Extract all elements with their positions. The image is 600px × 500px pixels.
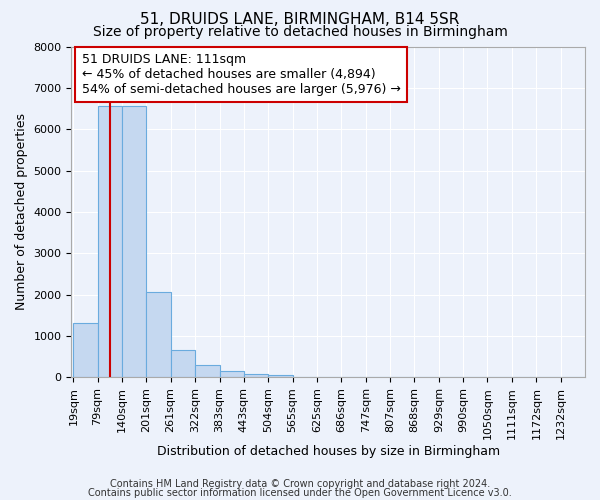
Bar: [146, 292, 170, 377]
Text: Size of property relative to detached houses in Birmingham: Size of property relative to detached ho…: [92, 25, 508, 39]
Bar: [220, 372, 244, 377]
Y-axis label: Number of detached properties: Number of detached properties: [15, 114, 28, 310]
Bar: [195, 365, 220, 377]
Bar: [170, 350, 195, 377]
Text: Contains HM Land Registry data © Crown copyright and database right 2024.: Contains HM Land Registry data © Crown c…: [110, 479, 490, 489]
Bar: [98, 106, 122, 377]
X-axis label: Distribution of detached houses by size in Birmingham: Distribution of detached houses by size …: [157, 444, 500, 458]
Bar: [73, 324, 98, 377]
Text: 51 DRUIDS LANE: 111sqm
← 45% of detached houses are smaller (4,894)
54% of semi-: 51 DRUIDS LANE: 111sqm ← 45% of detached…: [82, 53, 401, 96]
Bar: [268, 375, 293, 377]
Bar: [244, 374, 268, 377]
Bar: [122, 106, 146, 377]
Text: 51, DRUIDS LANE, BIRMINGHAM, B14 5SR: 51, DRUIDS LANE, BIRMINGHAM, B14 5SR: [140, 12, 460, 28]
Text: Contains public sector information licensed under the Open Government Licence v3: Contains public sector information licen…: [88, 488, 512, 498]
